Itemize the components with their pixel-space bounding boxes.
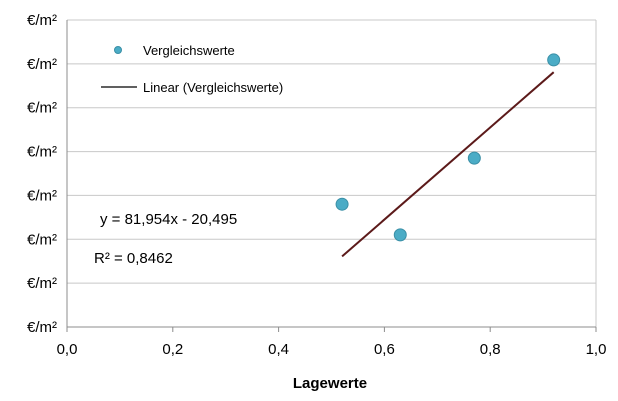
x-tick-label: 0,8 — [480, 341, 501, 358]
legend: Vergleichswerte Linear (Vergleichswerte) — [101, 43, 283, 95]
y-tick-label: €/m² — [27, 12, 57, 29]
gridlines — [67, 19, 597, 327]
data-point-2 — [393, 228, 407, 242]
trendline-line — [341, 71, 555, 258]
x-tick-label: 1,0 — [586, 341, 607, 358]
y-tick-label: €/m² — [27, 319, 57, 336]
y-tick-label: €/m² — [27, 56, 57, 73]
y-tick-labels: €/m² €/m² €/m² €/m² €/m² €/m² €/m² €/m² — [27, 12, 57, 336]
x-tick-labels: 0,0 0,2 0,4 0,6 0,8 1,0 — [57, 341, 607, 358]
y-tick-label: €/m² — [27, 100, 57, 117]
trendline-equation: y = 81,954x - 20,495 — [100, 211, 237, 228]
axes — [66, 20, 597, 332]
x-tick-label: 0,2 — [162, 341, 183, 358]
data-point-3 — [467, 151, 481, 165]
legend-label-linear: Linear (Vergleichswerte) — [143, 80, 283, 95]
data-points — [335, 53, 561, 242]
trendline — [341, 71, 555, 258]
y-tick-label: €/m² — [27, 231, 57, 248]
y-tick-label: €/m² — [27, 144, 57, 161]
data-point-1 — [335, 197, 349, 211]
legend-label-vergleichswerte: Vergleichswerte — [143, 43, 235, 58]
x-axis-label: Lagewerte — [293, 375, 367, 392]
data-point-4 — [547, 53, 561, 67]
legend-marker-vergleichswerte — [114, 46, 122, 54]
r-squared-label: R² = 0,8462 — [94, 250, 173, 267]
x-tick-label: 0,4 — [268, 341, 289, 358]
y-tick-label: €/m² — [27, 275, 57, 292]
y-tick-label: €/m² — [27, 187, 57, 204]
x-tick-label: 0,0 — [57, 341, 78, 358]
x-tick-label: 0,6 — [374, 341, 395, 358]
